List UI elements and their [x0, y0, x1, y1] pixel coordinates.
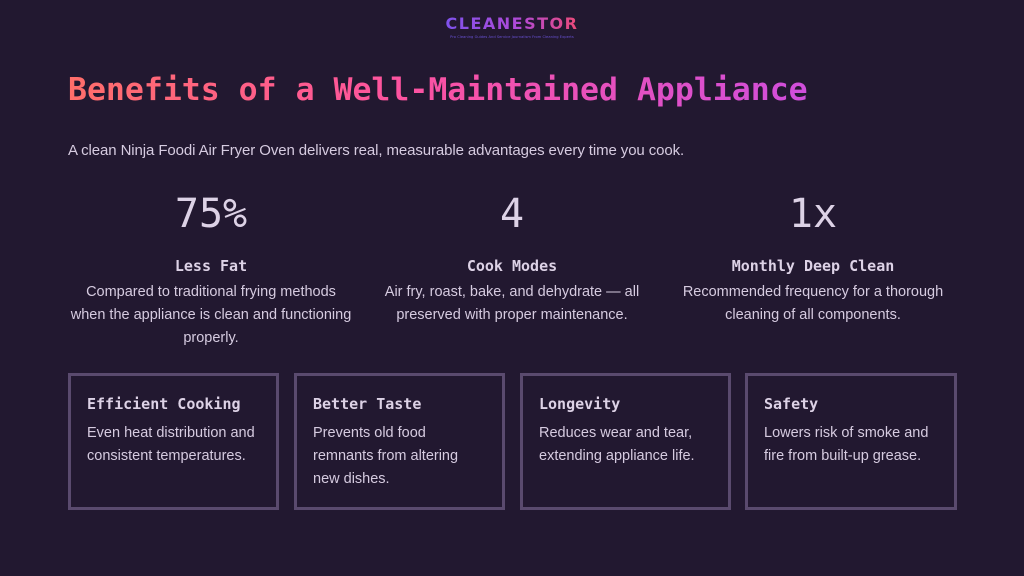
- stat-monthly-deep-clean: 1x Monthly Deep Clean Recommended freque…: [663, 188, 963, 327]
- stat-value: 4: [499, 191, 525, 237]
- card-description: Reduces wear and tear, extending applian…: [539, 425, 695, 464]
- stat-value: 1x: [788, 191, 838, 237]
- benefit-card-better-taste: Better Taste Prevents old food remnants …: [294, 373, 505, 510]
- stat-value: 75%: [174, 191, 248, 237]
- card-description: Lowers risk of smoke and fire from built…: [764, 425, 929, 464]
- benefit-card-safety: Safety Lowers risk of smoke and fire fro…: [745, 373, 957, 510]
- stat-description: Compared to traditional frying methods w…: [70, 284, 352, 346]
- stat-label: Less Fat: [174, 257, 248, 275]
- benefit-card-efficient-cooking: Efficient Cooking Even heat distribution…: [68, 373, 279, 510]
- logo-tagline: Pro Cleaning Guides And Service Journali…: [450, 35, 574, 39]
- stat-cook-modes: 4 Cook Modes Air fry, roast, bake, and d…: [362, 188, 662, 327]
- brand-logo: CLEANESTOR Pro Cleaning Guides And Servi…: [0, 14, 1024, 40]
- stat-label: Cook Modes: [466, 257, 558, 275]
- card-description: Even heat distribution and consistent te…: [87, 425, 255, 464]
- stat-label: Monthly Deep Clean: [731, 257, 895, 275]
- stat-description: Air fry, roast, bake, and dehydrate — al…: [384, 284, 640, 323]
- page-subtitle: A clean Ninja Foodi Air Fryer Oven deliv…: [68, 142, 685, 159]
- card-title: Longevity: [539, 395, 621, 413]
- benefit-card-longevity: Longevity Reduces wear and tear, extendi…: [520, 373, 731, 510]
- stat-less-fat: 75% Less Fat Compared to traditional fry…: [61, 188, 361, 350]
- card-title: Safety: [764, 395, 819, 413]
- card-description: Prevents old food remnants from altering…: [313, 425, 459, 487]
- stat-description: Recommended frequency for a thorough cle…: [682, 284, 944, 323]
- logo-wordmark: CLEANESTOR: [445, 14, 579, 33]
- card-title: Better Taste: [313, 395, 422, 413]
- card-title: Efficient Cooking: [87, 395, 241, 413]
- page-title: Benefits of a Well-Maintained Appliance: [68, 68, 808, 112]
